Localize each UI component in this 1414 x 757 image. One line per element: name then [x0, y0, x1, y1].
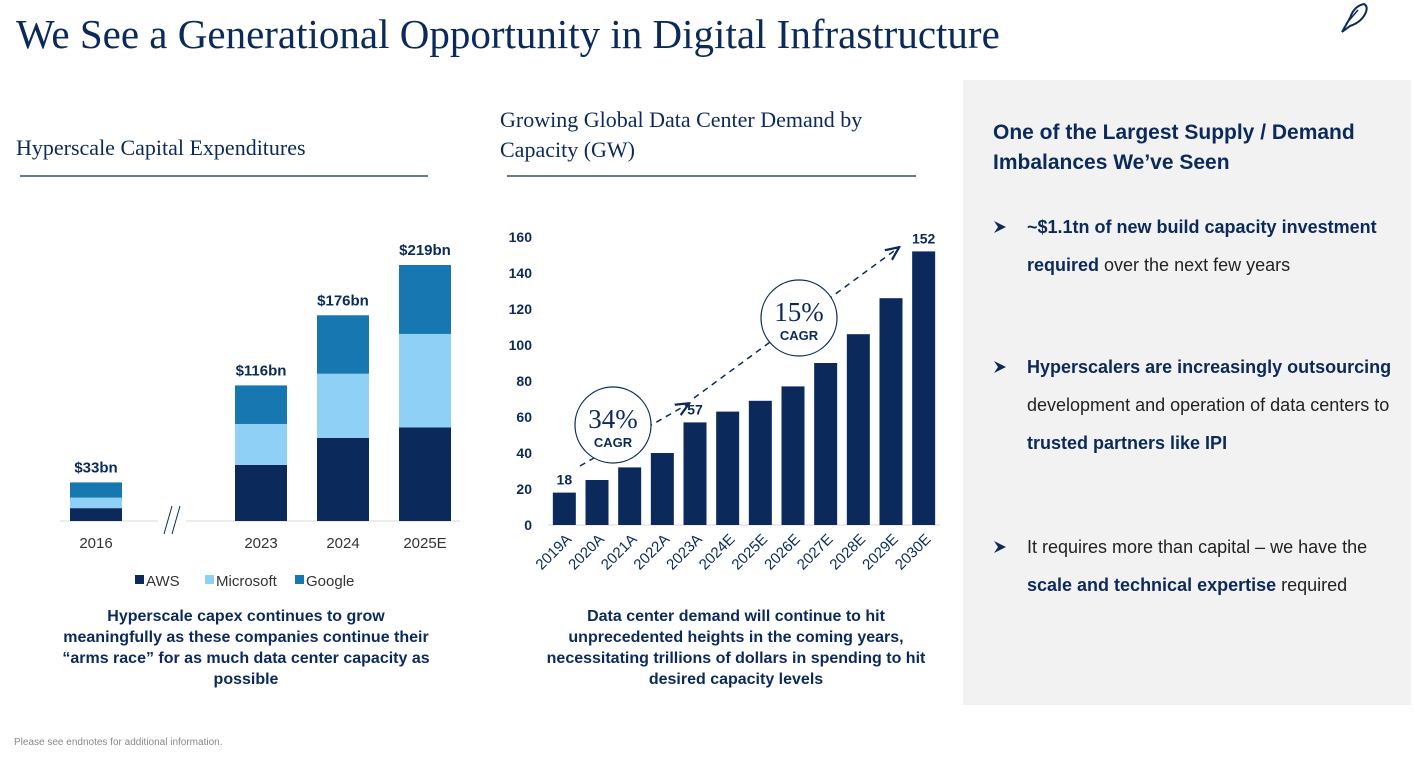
x-tick-label: 2029E: [859, 531, 902, 574]
annotation-value: 34%: [588, 404, 638, 434]
bar-segment: [235, 385, 287, 424]
total-label: $219bn: [399, 242, 451, 259]
x-tick-label: 2019A: [532, 531, 575, 574]
x-tick-label: 2023A: [663, 531, 706, 574]
text-run: trusted partners like IPI: [1027, 433, 1228, 453]
annotation-circle: [760, 279, 838, 357]
legend-swatch: [135, 575, 144, 584]
side-panel: One of the Largest Supply / Demand Imbal…: [963, 80, 1411, 705]
y-tick-label: 140: [509, 265, 533, 281]
footnote: Please see endnotes for additional infor…: [14, 737, 223, 748]
bar: [879, 298, 903, 525]
bullet-text: Hyperscalers are increasingly outsourcin…: [1027, 348, 1397, 462]
bar-segment: [235, 423, 287, 465]
x-tick-label: 2023: [244, 535, 277, 552]
value-label: 18: [557, 472, 573, 488]
y-tick-label: 120: [509, 301, 533, 317]
x-tick-label: 2016: [79, 535, 112, 552]
legend-swatch: [205, 575, 214, 584]
bar-segment: [399, 265, 451, 334]
bar: [846, 334, 870, 525]
chart-caption: Hyperscale capex continues to grow meani…: [62, 608, 430, 688]
value-label: 57: [687, 401, 703, 417]
y-tick-label: 60: [516, 409, 532, 425]
bar-segment: [399, 333, 451, 428]
bar: [912, 251, 936, 525]
annotation-label: CAGR: [594, 435, 633, 450]
text-run: scale and technical expertise: [1027, 575, 1277, 595]
x-tick-label: 2024: [326, 535, 359, 552]
chart-title: Hyperscale Capital Expenditures: [16, 135, 306, 160]
total-label: $33bn: [74, 459, 117, 476]
bullet-arrow: [994, 361, 1006, 373]
x-tick-label: 2030E: [892, 531, 935, 574]
bar-segment: [317, 373, 369, 439]
bar-segment: [317, 438, 369, 521]
text-run: required: [1276, 575, 1348, 595]
panel-title: One of the Largest Supply / Demand Imbal…: [993, 121, 1355, 174]
bar: [683, 422, 707, 525]
slide-title: We See a Generational Opportunity in Dig…: [16, 11, 1000, 57]
bar-segment: [70, 497, 122, 509]
annotation-label: CAGR: [780, 328, 819, 343]
bullet-arrow: [994, 541, 1006, 553]
axis-break-gap: [158, 505, 186, 535]
bullet-text: ~$1.1tn of new build capacity investment…: [1027, 208, 1397, 284]
annotation-circle: [574, 386, 652, 464]
legend-swatch: [295, 575, 304, 584]
bar: [814, 363, 838, 525]
x-tick-label: 2022A: [630, 531, 673, 574]
x-tick-label: 2024E: [696, 531, 739, 574]
trend-arrow: [579, 404, 688, 467]
axis-break: [171, 505, 181, 535]
chart-caption: Data center demand will continue to hit …: [546, 608, 926, 688]
total-label: $176bn: [317, 292, 369, 309]
bar-segment: [70, 508, 122, 521]
bar-segment: [70, 482, 122, 498]
x-tick-label: 2025E: [728, 531, 771, 574]
value-label: 152: [912, 230, 936, 246]
bullet-arrow: [994, 221, 1006, 233]
x-tick-label: 2026E: [761, 531, 804, 574]
axis-break: [163, 505, 173, 535]
bullet-text: It requires more than capital – we have …: [1027, 528, 1397, 604]
bar: [618, 467, 642, 525]
y-tick-label: 100: [509, 337, 533, 353]
bar: [716, 411, 740, 525]
bar: [585, 480, 609, 525]
bar: [748, 400, 772, 525]
legend-label: Microsoft: [216, 573, 278, 590]
legend-label: Google: [306, 573, 354, 590]
bar-segment: [317, 315, 369, 374]
text-run: over the next few years: [1099, 255, 1291, 275]
bar-segment: [399, 427, 451, 521]
bar: [552, 492, 576, 525]
y-tick-label: 80: [516, 373, 532, 389]
y-tick-label: 20: [516, 481, 532, 497]
text-run: ~$1.1tn of new build capacity investment…: [1027, 217, 1377, 275]
y-tick-label: 0: [524, 517, 532, 533]
bar-segment: [235, 464, 287, 521]
logo: [1341, 2, 1368, 33]
y-tick-label: 160: [509, 229, 533, 245]
charts: $33bn 2016 $116bn 2023 $176bn 2024 $219bn 2025E…: [20, 175, 940, 590]
annotation-value: 15%: [774, 297, 824, 327]
bar: [781, 386, 805, 525]
x-tick-label: 2027E: [794, 531, 837, 574]
total-label: $116bn: [236, 362, 287, 379]
text-run: It requires more than capital – we have …: [1027, 537, 1368, 557]
text-run: Hyperscalers are increasingly outsourcin…: [1027, 357, 1392, 377]
bar: [650, 453, 674, 525]
x-tick-label: 2020A: [565, 531, 608, 574]
y-tick-label: 40: [516, 445, 532, 461]
chart-title: Growing Global Data Center Demand by Cap…: [500, 107, 863, 162]
legend-label: AWS: [146, 573, 180, 590]
text-run: development and operation of data center…: [1027, 395, 1390, 415]
x-tick-label: 2028E: [826, 531, 869, 574]
x-tick-label: 2021A: [598, 531, 641, 574]
x-tick-label: 2025E: [403, 535, 446, 552]
